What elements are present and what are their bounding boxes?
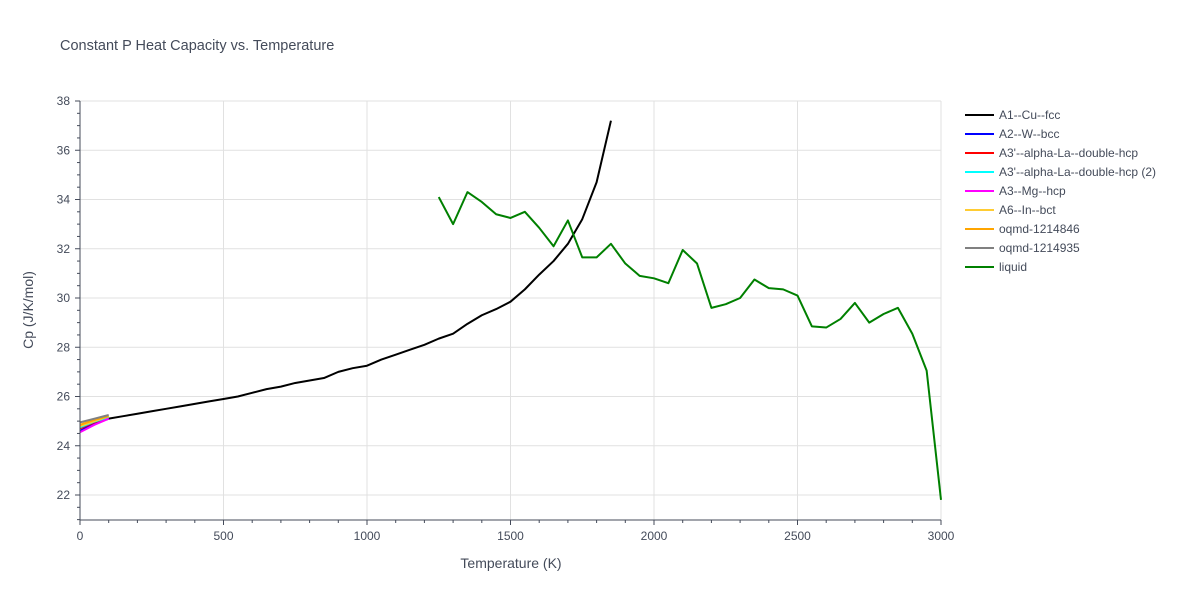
series-line-oqmd-1214935[interactable]	[79, 414, 109, 424]
x-axis-title: Temperature (K)	[460, 555, 561, 571]
legend-label: A3'--alpha-La--double-hcp (2)	[999, 165, 1156, 179]
x-tick-label: 3000	[928, 529, 955, 543]
axes: 0 500 1000 1500 2000 2500 3000 22 24 26 28 30 32 34 36…	[57, 94, 955, 543]
series-line-a3-mg-hcp[interactable]	[79, 417, 110, 434]
x-tick-label: 1000	[354, 529, 381, 543]
y-tick-label: 28	[57, 340, 71, 354]
legend-label: oqmd-1214846	[999, 222, 1080, 236]
legend-label: oqmd-1214935	[999, 241, 1080, 255]
x-tick-label: 500	[213, 529, 233, 543]
series-line-oqmd-1214846[interactable]	[79, 415, 109, 426]
legend-item[interactable]: A3'--alpha-La--double-hcp (2)	[965, 165, 1156, 179]
chart-title: Constant P Heat Capacity vs. Temperature	[60, 38, 334, 54]
legend-label: A3'--alpha-La--double-hcp	[999, 146, 1138, 160]
legend-label: A2--W--bcc	[999, 127, 1059, 141]
legend-item[interactable]: A3'--alpha-La--double-hcp	[965, 146, 1138, 160]
x-tick-label: 1500	[497, 529, 524, 543]
legend-item[interactable]: oqmd-1214935	[965, 241, 1080, 255]
x-tick-label: 2000	[641, 529, 668, 543]
series-layer	[79, 120, 942, 501]
y-axis-title: Cp (J/K/mol)	[20, 271, 36, 349]
legend-item[interactable]: A3--Mg--hcp	[965, 184, 1066, 198]
series-line-a1-cu-fcc[interactable]	[79, 120, 612, 432]
legend-item[interactable]: A6--In--bct	[965, 203, 1056, 217]
y-tick-label: 30	[57, 291, 71, 305]
legend-label: A1--Cu--fcc	[999, 108, 1060, 122]
legend-item[interactable]: A2--W--bcc	[965, 127, 1059, 141]
y-tick-label: 22	[57, 488, 71, 502]
legend-label: liquid	[999, 260, 1027, 274]
grid	[80, 100, 942, 520]
x-tick-label: 2500	[784, 529, 811, 543]
x-tick-label: 0	[77, 529, 84, 543]
y-tick-label: 24	[57, 439, 71, 453]
y-tick-label: 34	[57, 193, 71, 207]
series-line-liquid[interactable]	[437, 191, 942, 501]
legend-item[interactable]: A1--Cu--fcc	[965, 108, 1060, 122]
legend-item[interactable]: oqmd-1214846	[965, 222, 1080, 236]
y-tick-label: 26	[57, 390, 71, 404]
legend-label: A3--Mg--hcp	[999, 184, 1066, 198]
legend-item[interactable]: liquid	[965, 260, 1027, 274]
legend[interactable]: A1--Cu--fcc A2--W--bcc A3'--alpha-La--doub…	[965, 108, 1156, 274]
y-tick-label: 32	[57, 242, 71, 256]
y-tick-label: 36	[57, 143, 71, 157]
legend-label: A6--In--bct	[999, 203, 1056, 217]
y-tick-label: 38	[57, 94, 71, 108]
